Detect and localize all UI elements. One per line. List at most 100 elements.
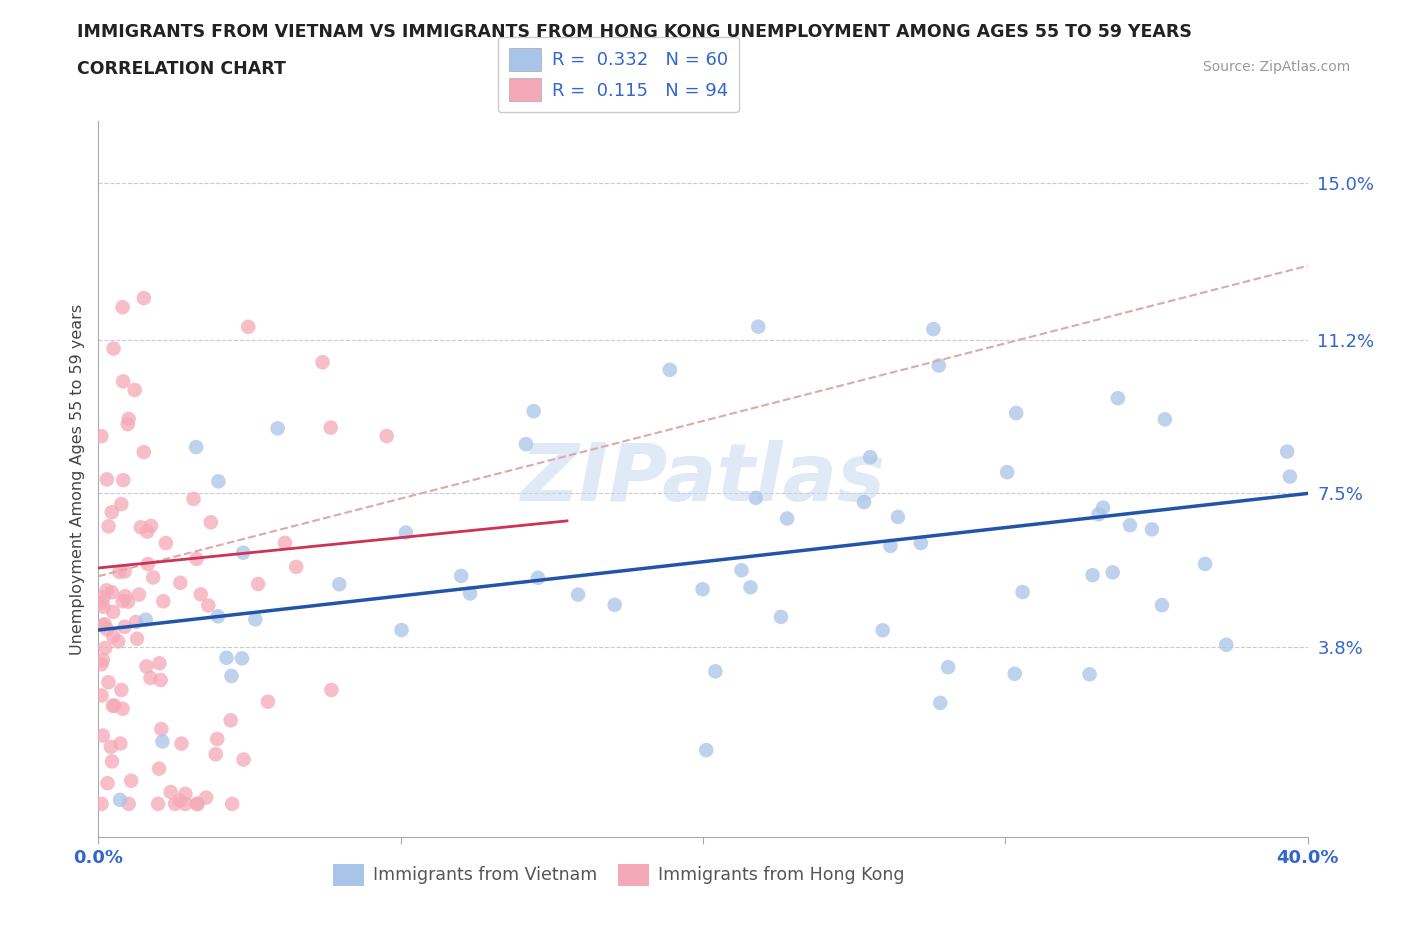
Point [96, 776, 118, 790]
Point [112, 472, 135, 487]
Point [1092, 500, 1115, 515]
Point [90, 595, 112, 610]
Point [1011, 585, 1033, 600]
Point [375, 429, 398, 444]
Point [1081, 567, 1104, 582]
Point [1194, 556, 1216, 571]
Point [110, 497, 132, 512]
Point [100, 505, 122, 520]
Point [515, 437, 537, 452]
Point [118, 796, 141, 811]
Point [94, 641, 117, 656]
Point [1107, 391, 1129, 405]
Point [232, 752, 254, 767]
Point [853, 495, 876, 510]
Point [190, 587, 212, 602]
Point [128, 587, 150, 602]
Point [110, 736, 132, 751]
Point [887, 510, 910, 525]
Point [1005, 405, 1028, 420]
Point [231, 651, 253, 666]
Point [90, 688, 112, 703]
Point [1004, 667, 1026, 682]
Point [136, 525, 159, 539]
Point [450, 568, 472, 583]
Text: Source: ZipAtlas.com: Source: ZipAtlas.com [1202, 60, 1350, 74]
Point [321, 683, 343, 698]
Point [139, 519, 162, 534]
Point [221, 669, 243, 684]
Point [219, 713, 242, 728]
Point [285, 560, 308, 575]
Point [155, 536, 177, 551]
Point [149, 672, 172, 687]
Point [1101, 565, 1123, 579]
Point [108, 792, 131, 807]
Point [184, 440, 207, 455]
Point [872, 623, 894, 638]
Point [769, 609, 792, 624]
Point [730, 563, 752, 578]
Point [186, 551, 208, 566]
Point [101, 698, 124, 713]
Point [93, 599, 115, 614]
Point [1278, 469, 1301, 484]
Point [90, 657, 112, 671]
Point [136, 557, 159, 572]
Point [129, 520, 152, 535]
Point [107, 634, 129, 649]
Point [152, 594, 174, 609]
Point [567, 587, 589, 602]
Point [120, 773, 142, 788]
Point [311, 355, 333, 370]
Point [93, 590, 115, 604]
Point [247, 577, 270, 591]
Point [187, 796, 209, 811]
Point [174, 787, 197, 802]
Point [135, 612, 157, 627]
Point [111, 299, 134, 314]
Point [658, 363, 681, 378]
Point [195, 790, 218, 805]
Point [929, 696, 952, 711]
Point [204, 747, 226, 762]
Point [207, 474, 229, 489]
Point [910, 536, 932, 551]
Point [186, 796, 208, 811]
Point [221, 796, 243, 811]
Point [319, 420, 342, 435]
Point [114, 564, 136, 578]
Point [90, 796, 112, 811]
Point [132, 445, 155, 459]
Point [97, 519, 120, 534]
Point [142, 570, 165, 585]
Point [114, 589, 136, 604]
Point [100, 739, 122, 754]
Point [747, 319, 769, 334]
Point [114, 619, 136, 634]
Point [745, 490, 768, 505]
Point [125, 631, 148, 646]
Text: CORRELATION CHART: CORRELATION CHART [77, 60, 287, 78]
Point [704, 664, 727, 679]
Point [159, 785, 181, 800]
Point [132, 291, 155, 306]
Point [103, 629, 125, 644]
Point [740, 580, 762, 595]
Legend: Immigrants from Vietnam, Immigrants from Hong Kong: Immigrants from Vietnam, Immigrants from… [326, 857, 911, 893]
Point [96, 622, 118, 637]
Point [169, 576, 191, 591]
Point [91, 653, 114, 668]
Point [527, 570, 550, 585]
Point [776, 512, 799, 526]
Point [328, 577, 350, 591]
Point [936, 659, 959, 674]
Point [1150, 598, 1173, 613]
Point [148, 656, 170, 671]
Point [266, 421, 288, 436]
Point [125, 615, 148, 630]
Point [169, 793, 191, 808]
Point [200, 515, 222, 530]
Point [205, 732, 228, 747]
Text: IMMIGRANTS FROM VIETNAM VS IMMIGRANTS FROM HONG KONG UNEMPLOYMENT AMONG AGES 55 : IMMIGRANTS FROM VIETNAM VS IMMIGRANTS FR… [77, 23, 1192, 41]
